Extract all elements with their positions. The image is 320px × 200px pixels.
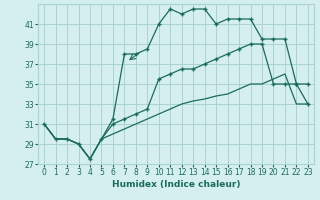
X-axis label: Humidex (Indice chaleur): Humidex (Indice chaleur)	[112, 180, 240, 189]
